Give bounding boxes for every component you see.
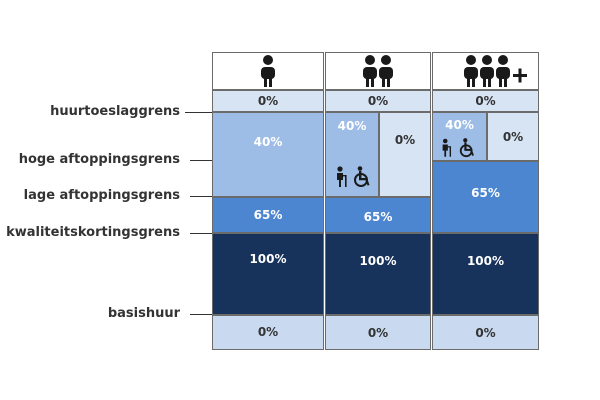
- col3-100-block: 100%: [432, 233, 539, 315]
- pct-label: 0%: [257, 325, 279, 339]
- pct-label: 65%: [253, 208, 283, 222]
- single-person-icon: [261, 55, 275, 87]
- pct-label: 40%: [337, 119, 367, 133]
- pct-label: 40%: [253, 135, 283, 149]
- col1-65-block: 65%: [212, 197, 324, 233]
- label-kwaliteit: kwaliteitskortingsgrens: [6, 225, 180, 240]
- wheelchair-icon: [459, 138, 474, 158]
- col1-40-block: 40%: [212, 112, 324, 197]
- wheelchair-icon: [354, 166, 370, 187]
- pct-label: 0%: [257, 94, 279, 108]
- header-col-3: [432, 52, 539, 90]
- top-zero-col-3: 0%: [432, 90, 539, 112]
- tick-basishuur: [190, 314, 212, 315]
- bottom-zero-col-1: 0%: [212, 315, 324, 350]
- col3-0-block: 0%: [487, 112, 539, 161]
- pct-label: 0%: [502, 130, 524, 144]
- col3-65-block: 65%: [432, 161, 539, 233]
- col1-100-block: 100%: [212, 233, 324, 315]
- col3-40-block: 40%: [432, 112, 487, 161]
- label-hoge: hoge aftoppingsgrens: [18, 152, 180, 167]
- bottom-zero-col-3: 0%: [432, 315, 539, 350]
- header-col-2: [325, 52, 431, 90]
- col2-65-block: 65%: [325, 197, 431, 233]
- pct-label: 100%: [466, 254, 505, 268]
- pct-label: 0%: [367, 94, 389, 108]
- two-persons-icon: [363, 55, 393, 87]
- label-lage: lage aftoppingsgrens: [23, 188, 180, 203]
- tick-kwaliteit: [190, 233, 212, 234]
- pct-label: 65%: [471, 186, 500, 200]
- col2-0-block: 0%: [379, 112, 431, 197]
- pct-label: 100%: [359, 254, 397, 268]
- pct-label: 0%: [475, 326, 496, 340]
- pct-label: 0%: [475, 94, 496, 108]
- col2-40-block: 40%: [325, 112, 379, 197]
- tick-lage: [190, 196, 212, 197]
- tick-hoge: [190, 160, 212, 161]
- pct-label: 0%: [394, 133, 416, 147]
- three-plus-persons-icon: [464, 55, 527, 87]
- elderly-person-icon: [337, 166, 347, 187]
- elderly-person-icon: [442, 138, 452, 157]
- pct-label: 40%: [445, 118, 474, 132]
- pct-label: 0%: [367, 326, 389, 340]
- label-huurtoeslaggrens: huurtoeslaggrens: [50, 104, 180, 119]
- pct-label: 100%: [249, 252, 287, 266]
- tick-huurtoeslaggrens: [185, 112, 212, 113]
- header-col-1: [212, 52, 324, 90]
- top-zero-col-2: 0%: [325, 90, 431, 112]
- bottom-zero-col-2: 0%: [325, 315, 431, 350]
- pct-label: 65%: [363, 210, 393, 224]
- col2-100-block: 100%: [325, 233, 431, 315]
- top-zero-col-1: 0%: [212, 90, 324, 112]
- label-basishuur: basishuur: [107, 306, 180, 321]
